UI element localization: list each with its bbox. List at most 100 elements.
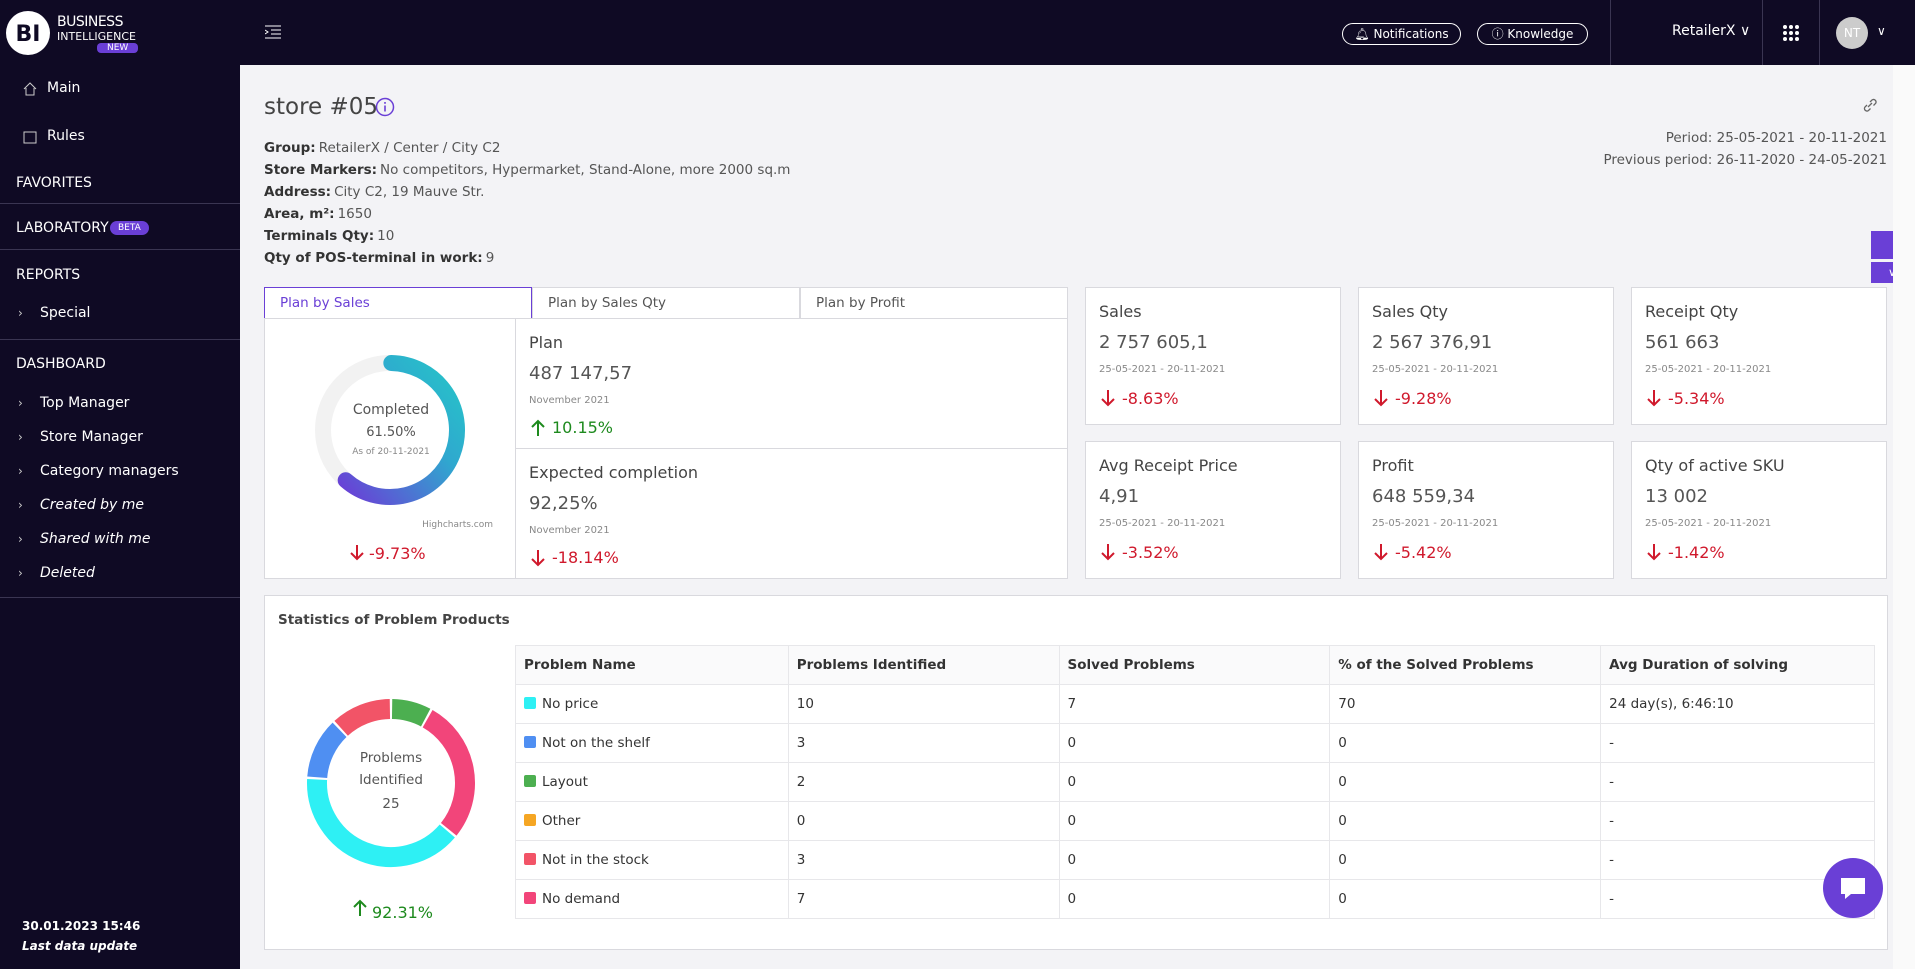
plan-title: Plan — [529, 333, 564, 352]
chevron: › — [18, 306, 23, 320]
menu-toggle[interactable] — [265, 25, 282, 40]
problems-card: Statistics of Problem Products Problems I… — [264, 595, 1888, 950]
table-cell: 70 — [1329, 684, 1602, 724]
section-title[interactable]: LABORATORY — [16, 220, 109, 236]
arrow-path — [1647, 544, 1661, 561]
nav-item[interactable]: Special — [40, 305, 91, 321]
cell-value: 3 — [796, 852, 806, 868]
nav-item[interactable]: Deleted — [40, 565, 95, 581]
down-arrow — [1374, 390, 1388, 407]
problem-name: Layout — [542, 774, 588, 790]
apps-icon[interactable] — [1783, 25, 1799, 41]
chat-button[interactable] — [1823, 858, 1883, 918]
donut-segment — [334, 699, 391, 736]
cell-value: 0 — [1067, 774, 1077, 790]
info-row: Group: RetailerX / Center / City C2 — [264, 140, 500, 156]
info-label: Address: — [264, 184, 332, 200]
down-arrow — [1647, 390, 1661, 407]
kpi-card: Avg Receipt Price 4,91 25-05-2021 - 20-11-… — [1085, 441, 1341, 579]
table-cell: 10 — [787, 684, 1060, 724]
info-label: Terminals Qty: — [264, 228, 375, 244]
problem-name: No demand — [542, 891, 621, 907]
nav-item[interactable]: Shared with me — [40, 531, 151, 547]
section-title[interactable]: REPORTS — [16, 267, 81, 283]
table-cell: 0 — [1329, 840, 1602, 880]
cell-value: 70 — [1338, 696, 1356, 712]
table-cell: 7 — [1058, 684, 1331, 724]
down-arrow — [1647, 544, 1661, 561]
expected-date: November 2021 — [529, 525, 610, 536]
kpi-card: Sales 2 757 605,1 25-05-2021 - 20-11-2021 -… — [1085, 287, 1341, 425]
table-row: No demand 7 0 0 - — [515, 879, 1875, 919]
info-label: Store Markers: — [264, 162, 378, 178]
kpi-period: 25-05-2021 - 20-11-2021 — [1372, 518, 1499, 529]
arrow-path — [1101, 544, 1115, 561]
kpi-value: 561 663 — [1645, 332, 1720, 353]
problem-name: Not on the shelf — [542, 735, 650, 751]
table-header: Problem Name Problems Identified Solved Pr… — [515, 645, 1875, 685]
avatar-chevron: ∨ — [1877, 24, 1886, 38]
table-cell: Other — [515, 801, 789, 841]
kpi-title: Profit — [1372, 456, 1414, 475]
nav-item[interactable]: Store Manager — [40, 429, 143, 445]
separator — [1819, 0, 1820, 65]
info-row: Area, m²: 1650 — [264, 206, 372, 222]
separator — [1762, 0, 1763, 65]
table-row: Other 0 0 0 - — [515, 801, 1875, 841]
nav-item[interactable]: Created by me — [40, 497, 145, 513]
table-cell: 0 — [1058, 840, 1331, 880]
cell-value: 0 — [1338, 774, 1347, 790]
section-title[interactable]: DASHBOARD — [16, 356, 106, 372]
table-cell: 24 day(s), 6:46:10 — [1600, 684, 1875, 724]
table-cell: 0 — [1058, 762, 1331, 802]
kpi-card: Sales Qty 2 567 376,91 25-05-2021 - 20-11-… — [1358, 287, 1614, 425]
store-title: store #05 — [264, 94, 379, 120]
kpi-value: 648 559,34 — [1372, 486, 1476, 507]
table-cell: 3 — [787, 723, 1060, 763]
plan-card: Plan 487 147,57 November 2021 10.15% — [515, 318, 1068, 449]
info-value: 1650 — [337, 206, 372, 222]
down-arrow — [1101, 544, 1115, 561]
nav-item[interactable]: Main — [47, 80, 81, 96]
nav-item[interactable]: Top Manager — [40, 395, 130, 411]
plan-tab[interactable]: Plan by Profit — [800, 287, 1068, 319]
nav-item[interactable]: Category managers — [40, 463, 179, 479]
up-arrow — [531, 419, 545, 436]
period: Period: 25-05-2021 - 20-11-2021 — [1665, 130, 1887, 146]
problem-icon — [524, 892, 536, 904]
table-cell: - — [1600, 762, 1875, 802]
knowledge-button[interactable]: ⓘ Knowledge — [1477, 23, 1588, 45]
arrow-path — [1101, 390, 1115, 407]
donut-date: As of 20-11-2021 — [352, 447, 430, 457]
cell-value: 24 day(s), 6:46:10 — [1609, 696, 1734, 712]
nav-item[interactable]: Rules — [47, 128, 85, 144]
kpi-period: 25-05-2021 - 20-11-2021 — [1099, 364, 1226, 375]
expected-value: 92,25% — [529, 493, 598, 514]
kpi-change: -5.34% — [1668, 389, 1725, 408]
cell-value: 0 — [1067, 813, 1077, 829]
kpi-change: -5.42% — [1395, 543, 1452, 562]
table-cell: 0 — [1329, 723, 1602, 763]
cell-value: - — [1609, 891, 1614, 907]
plan-tab[interactable]: Plan by Sales — [264, 287, 532, 319]
divider — [0, 339, 240, 340]
table-cell: 3 — [787, 840, 1060, 880]
expected-title: Expected completion — [529, 463, 698, 482]
problems-table: Problem Name Problems Identified Solved Pr… — [515, 645, 1875, 919]
plan-date: November 2021 — [529, 395, 610, 406]
notifications-button[interactable]: 🔔︎ Notifications — [1342, 23, 1461, 45]
separator — [1610, 0, 1611, 65]
avatar[interactable]: NT — [1836, 17, 1868, 49]
account-select[interactable]: RetailerX ∨ — [1672, 23, 1751, 39]
problem-name: Not in the stock — [542, 852, 649, 868]
link-icon[interactable] — [1862, 97, 1878, 113]
table-row: Not on the shelf 3 0 0 - — [515, 723, 1875, 763]
previous-period: Previous period: 26-11-2020 - 24-05-2021 — [1603, 152, 1887, 168]
table-cell: 7 — [787, 879, 1060, 919]
plan-tab[interactable]: Plan by Sales Qty — [532, 287, 800, 319]
info-icon[interactable] — [375, 97, 395, 117]
section-title[interactable]: FAVORITES — [16, 175, 92, 191]
plan-donut: Completed 61.50% As of 20-11-2021 Highch… — [315, 355, 493, 563]
chevron: › — [18, 430, 23, 444]
donut-change: -9.73% — [369, 544, 426, 563]
